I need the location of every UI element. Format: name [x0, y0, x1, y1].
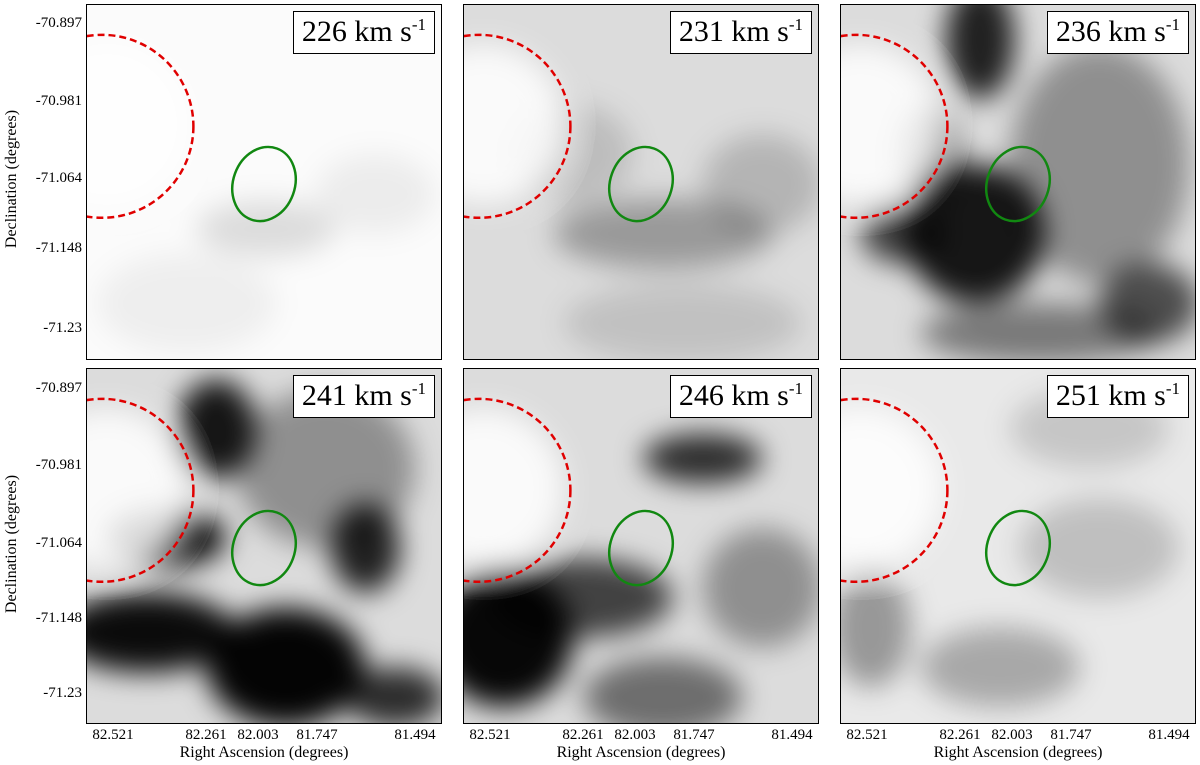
x-tick-label: 81.747	[673, 727, 715, 743]
x-tick-label: 82.521	[92, 727, 134, 743]
intensity-blob	[493, 557, 673, 638]
y-tick-label: -71.23	[43, 685, 82, 701]
intensity-blob	[945, 5, 1016, 100]
intensity-blob	[920, 627, 1080, 708]
x-axis-label: Right Ascension (degrees)	[933, 744, 1103, 761]
y-tick-label: -70.897	[35, 15, 82, 31]
intensity-blob	[583, 657, 743, 723]
x-tick-label: 82.261	[939, 727, 981, 743]
intensity-blob	[642, 433, 763, 484]
intensity-blob	[841, 567, 911, 688]
y-tick-label: -71.064	[35, 535, 82, 551]
intensity-blob	[176, 378, 257, 479]
velocity-label: 226 km s-1	[292, 11, 435, 54]
red-dashed-circle	[464, 397, 572, 584]
bright-cavity	[464, 44, 564, 204]
y-tick-label: -71.064	[35, 170, 82, 186]
intensity-blob	[702, 528, 818, 648]
intensity-blob	[1019, 498, 1180, 598]
x-tick-label: 81.494	[771, 727, 813, 743]
red-dashed-circle	[87, 397, 195, 584]
intensity-blob	[315, 154, 436, 234]
hi-intensity-map	[87, 369, 441, 723]
x-tick-label: 81.747	[296, 727, 338, 743]
x-tick-label: 81.747	[1050, 727, 1092, 743]
y-tick-label: -70.981	[35, 457, 82, 473]
y-tick-label: -71.23	[43, 320, 82, 336]
map-panel-231: 231 km s-1	[463, 4, 819, 360]
intensity-blob	[920, 303, 1160, 359]
x-tick-label: 82.521	[846, 727, 888, 743]
x-tick-label: 82.261	[562, 727, 604, 743]
intensity-blob	[345, 667, 441, 723]
x-axis-label: Right Ascension (degrees)	[556, 744, 726, 761]
x-tick-label: 82.261	[185, 727, 227, 743]
green-ellipse	[608, 145, 674, 223]
intensity-blob	[702, 134, 818, 234]
velocity-label: 236 km s-1	[1046, 11, 1189, 54]
velocity-label: 231 km s-1	[669, 11, 812, 54]
bright-cavity	[87, 408, 187, 568]
intensity-blob	[860, 203, 941, 264]
x-tick-label: 82.521	[469, 727, 511, 743]
red-dashed-circle	[464, 33, 572, 220]
hi-intensity-map	[841, 5, 1195, 359]
x-tick-label: 82.003	[614, 727, 656, 743]
velocity-label: 241 km s-1	[292, 375, 435, 418]
x-tick-label: 81.494	[1148, 727, 1190, 743]
bright-cavity	[87, 44, 187, 204]
green-ellipse	[985, 145, 1051, 223]
x-tick-label: 82.003	[991, 727, 1033, 743]
bright-cavity	[841, 44, 941, 204]
green-ellipse	[231, 145, 297, 223]
hi-intensity-map	[841, 369, 1195, 723]
map-panel-241: 241 km s-1	[86, 368, 442, 724]
map-panel-236: 236 km s-1	[840, 4, 1196, 360]
red-dashed-circle	[87, 33, 195, 220]
map-panel-251: 251 km s-1	[840, 368, 1196, 724]
hi-intensity-map	[87, 5, 441, 359]
y-tick-label: -70.981	[35, 93, 82, 109]
map-panel-226: 226 km s-1	[86, 4, 442, 360]
intensity-blob	[1010, 44, 1190, 284]
red-dashed-circle	[841, 33, 949, 220]
bright-cavity	[841, 408, 941, 568]
x-tick-label: 81.494	[394, 727, 436, 743]
map-panel-246: 246 km s-1	[463, 368, 819, 724]
intensity-blob	[96, 253, 276, 354]
intensity-blob	[196, 200, 336, 257]
x-axis-label: Right Ascension (degrees)	[179, 744, 349, 761]
red-dashed-circle	[841, 397, 949, 584]
y-tick-label: -71.148	[35, 610, 82, 626]
intensity-blob	[563, 283, 803, 359]
intensity-blob	[87, 592, 237, 673]
velocity-label: 251 km s-1	[1046, 375, 1189, 418]
green-ellipse	[608, 509, 674, 587]
hi-intensity-map	[464, 369, 818, 723]
hi-intensity-map	[464, 5, 818, 359]
y-tick-label: -70.897	[35, 380, 82, 396]
intensity-blob	[206, 607, 366, 723]
velocity-label: 246 km s-1	[669, 375, 812, 418]
bright-cavity	[464, 408, 564, 568]
y-tick-label: -71.148	[35, 240, 82, 256]
intensity-blob	[236, 388, 416, 548]
x-tick-label: 82.003	[237, 727, 279, 743]
green-ellipse	[231, 509, 297, 587]
green-ellipse	[985, 509, 1051, 587]
